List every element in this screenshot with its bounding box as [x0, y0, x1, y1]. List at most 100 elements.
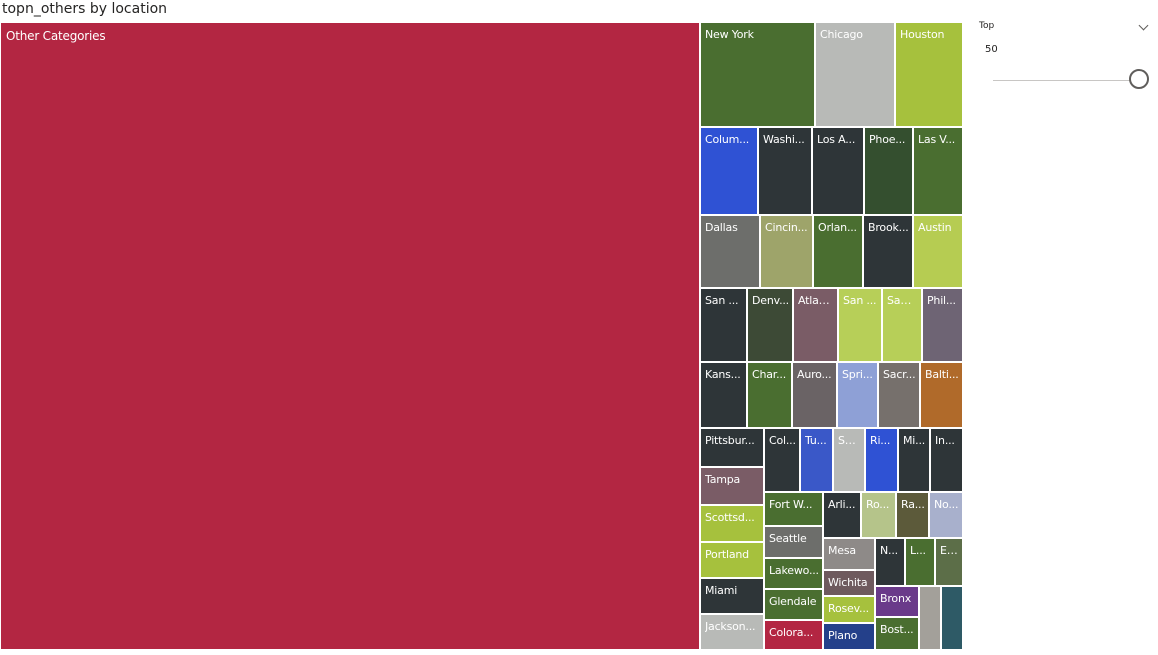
treemap-tile[interactable]: Kans...: [700, 362, 747, 428]
treemap-tile[interactable]: Wichita: [823, 570, 875, 596]
tile-label: Lakewo...: [769, 564, 819, 577]
tile-label: El...: [940, 544, 959, 557]
tile-label: Wichita: [828, 576, 868, 589]
treemap-tile[interactable]: Denv...: [747, 288, 793, 362]
treemap-tile[interactable]: Scottsd...: [700, 505, 764, 542]
treemap-tile[interactable]: Bronx: [875, 586, 919, 617]
tile-label: Bronx: [880, 592, 912, 605]
treemap-tile[interactable]: [941, 586, 963, 650]
chevron-down-icon[interactable]: [1138, 20, 1149, 31]
treemap-tile[interactable]: Tampa: [700, 467, 764, 505]
tile-label: Mesa: [828, 544, 856, 557]
tile-label: Phoe...: [869, 133, 906, 146]
visual-title: topn_others by location: [2, 1, 168, 17]
treemap-tile[interactable]: In...: [930, 428, 963, 492]
treemap-tile[interactable]: Houston: [895, 22, 963, 127]
treemap-tile[interactable]: Orlan...: [813, 215, 863, 288]
treemap-tile[interactable]: Other Categories: [0, 22, 700, 650]
treemap-tile[interactable]: Fort W...: [764, 492, 823, 526]
tile-label: Arli...: [828, 498, 856, 511]
treemap-tile[interactable]: Ro...: [861, 492, 896, 538]
tile-label: Col...: [769, 434, 796, 447]
treemap-tile[interactable]: San ...: [838, 288, 882, 362]
treemap-tile[interactable]: Chicago: [815, 22, 895, 127]
slicer-value[interactable]: 50: [985, 44, 998, 55]
treemap-tile[interactable]: L...: [905, 538, 935, 586]
tile-label: Denv...: [752, 294, 789, 307]
treemap-tile[interactable]: San ...: [700, 288, 747, 362]
tile-label: Ro...: [866, 498, 890, 511]
treemap-tile[interactable]: Colum...: [700, 127, 758, 215]
tile-label: Ri...: [870, 434, 891, 447]
tile-label: San ...: [705, 294, 739, 307]
treemap-tile[interactable]: Auro...: [792, 362, 837, 428]
tile-label: Portland: [705, 548, 749, 561]
treemap-tile[interactable]: Lakewo...: [764, 558, 823, 589]
treemap-tile[interactable]: Mi...: [898, 428, 930, 492]
slider-track[interactable]: [993, 80, 1139, 81]
tile-label: N...: [880, 544, 898, 557]
treemap-tile[interactable]: Arli...: [823, 492, 861, 538]
treemap-chart[interactable]: Other Categories New York Chicago Houston Co…: [0, 22, 963, 650]
treemap-tile[interactable]: Spri...: [837, 362, 878, 428]
tile-label: Orlan...: [818, 221, 857, 234]
treemap-tile[interactable]: Dallas: [700, 215, 760, 288]
treemap-tile[interactable]: Las V...: [913, 127, 963, 215]
treemap-tile[interactable]: Char...: [747, 362, 792, 428]
treemap-tile[interactable]: Sa...: [833, 428, 865, 492]
tile-label: San ...: [887, 294, 918, 307]
treemap-tile[interactable]: Ri...: [865, 428, 898, 492]
treemap-tile[interactable]: Glendale: [764, 589, 823, 620]
treemap-tile[interactable]: Phil...: [922, 288, 963, 362]
top-n-slicer[interactable]: Top 50: [975, 18, 1155, 98]
treemap-tile[interactable]: Cincin...: [760, 215, 813, 288]
tile-label: Chicago: [820, 28, 863, 41]
treemap-tile[interactable]: Balti...: [920, 362, 963, 428]
treemap-tile[interactable]: N...: [875, 538, 905, 586]
tile-label: Colum...: [705, 133, 750, 146]
tile-label: Austin: [918, 221, 952, 234]
treemap-tile[interactable]: Mesa: [823, 538, 875, 570]
tile-label: Cincin...: [765, 221, 808, 234]
treemap-tile[interactable]: Plano: [823, 623, 875, 650]
treemap-tile[interactable]: Sacr...: [878, 362, 920, 428]
tile-label: Brook...: [868, 221, 909, 234]
tile-label: Las V...: [918, 133, 956, 146]
treemap-tile[interactable]: Portland: [700, 542, 764, 578]
slider-thumb[interactable]: [1129, 69, 1149, 89]
treemap-tile[interactable]: Miami: [700, 578, 764, 614]
treemap-tile[interactable]: No...: [929, 492, 963, 538]
treemap-tile[interactable]: Rosev...: [823, 596, 875, 623]
tile-label: Rosev...: [828, 602, 869, 615]
treemap-tile[interactable]: Los A...: [812, 127, 864, 215]
treemap-tile[interactable]: Pittsbur...: [700, 428, 764, 467]
treemap-tile[interactable]: Bost...: [875, 617, 919, 650]
treemap-tile[interactable]: San ...: [882, 288, 922, 362]
tile-label: In...: [935, 434, 955, 447]
tile-label: Kans...: [705, 368, 741, 381]
treemap-tile[interactable]: New York: [700, 22, 815, 127]
treemap-tile[interactable]: Atlan...: [793, 288, 838, 362]
tile-label: Spri...: [842, 368, 873, 381]
tile-label: Mi...: [903, 434, 926, 447]
treemap-tile[interactable]: [919, 586, 941, 650]
tile-label: Other Categories: [6, 29, 106, 43]
tile-label: Pittsbur...: [705, 434, 755, 447]
treemap-tile[interactable]: Tu...: [800, 428, 833, 492]
treemap-tile[interactable]: Jackson...: [700, 614, 764, 650]
slicer-label: Top: [979, 21, 995, 31]
treemap-tile[interactable]: Washi...: [758, 127, 812, 215]
tile-label: No...: [934, 498, 959, 511]
treemap-tile[interactable]: Seattle: [764, 526, 823, 558]
treemap-tile[interactable]: Ra...: [896, 492, 929, 538]
treemap-tile[interactable]: Austin: [913, 215, 963, 288]
treemap-tile[interactable]: El...: [935, 538, 963, 586]
treemap-tile[interactable]: Phoe...: [864, 127, 913, 215]
treemap-tile[interactable]: Brook...: [863, 215, 913, 288]
tile-label: L...: [910, 544, 926, 557]
treemap-tile[interactable]: Colora...: [764, 620, 823, 650]
tile-label: Dallas: [705, 221, 738, 234]
tile-label: New York: [705, 28, 754, 41]
tile-label: Char...: [752, 368, 786, 381]
treemap-tile[interactable]: Col...: [764, 428, 800, 492]
